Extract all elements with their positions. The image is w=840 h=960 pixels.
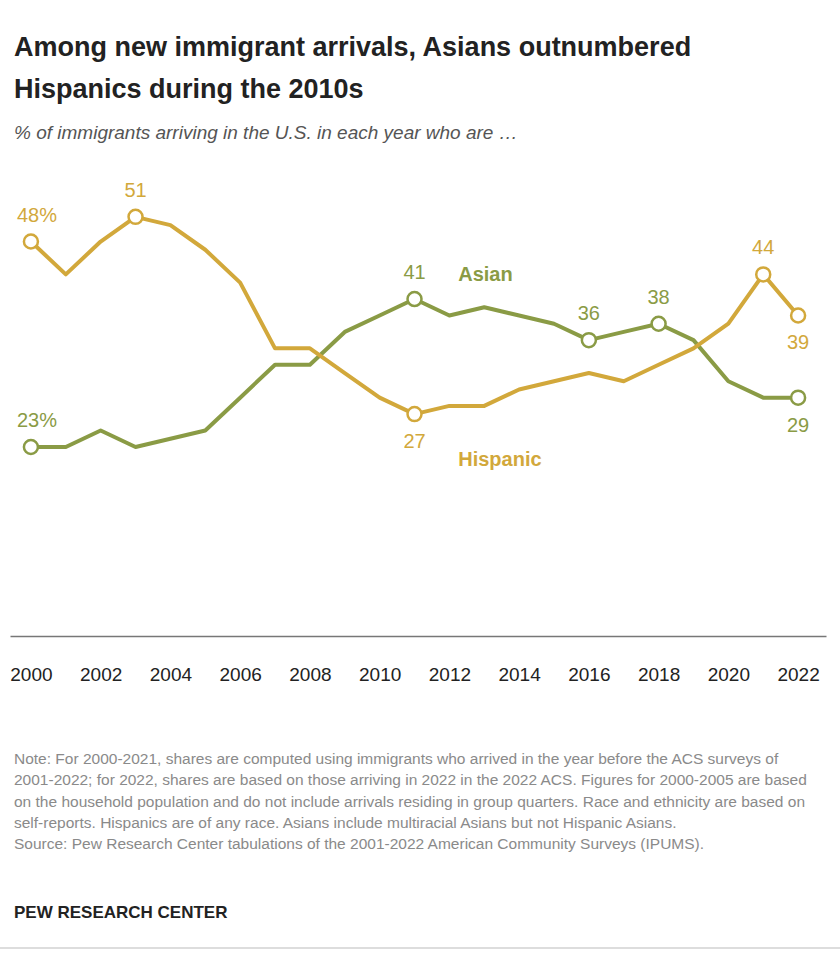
data-labels: 23% 41 36 38 29 48% 51 27 44 39	[17, 179, 809, 452]
x-tick-label: 2018	[638, 664, 680, 685]
marker	[791, 391, 805, 405]
data-label: 39	[787, 331, 809, 353]
marker	[791, 308, 805, 322]
subtitle: % of immigrants arriving in the U.S. in …	[14, 122, 518, 143]
x-axis: 2000 2002 2004 2006 2008 2010 2012 2014 2016 2018…	[10, 636, 826, 685]
x-tick-label: 2016	[568, 664, 610, 685]
note-line: Note: For 2000-2021, shares are computed…	[14, 750, 779, 767]
x-tick-label: 2008	[289, 664, 331, 685]
series-line	[31, 299, 798, 447]
marker	[408, 407, 422, 421]
x-tick: 2012	[429, 636, 471, 685]
x-tick-label: 2022	[777, 664, 819, 685]
x-tick: 2016	[568, 636, 610, 685]
marker	[24, 440, 38, 454]
x-tick-label: 2004	[150, 664, 193, 685]
plot-area	[24, 210, 805, 454]
x-tick: 2018	[638, 636, 680, 685]
source-line: Source: Pew Research Center tabulations …	[14, 835, 704, 852]
x-tick-label: 2010	[359, 664, 401, 685]
x-axis-line	[11, 636, 827, 638]
marker	[24, 235, 38, 249]
data-label: 36	[578, 302, 600, 324]
note-line: on the household population and do not i…	[14, 793, 805, 810]
x-tick: 2022	[777, 636, 819, 685]
x-tick: 2010	[359, 636, 401, 685]
series-label: Hispanic	[458, 448, 541, 470]
marker	[756, 267, 770, 281]
x-tick-label: 2014	[498, 664, 541, 685]
x-tick: 2004	[150, 636, 193, 685]
data-label: 41	[403, 261, 425, 283]
x-tick-label: 2006	[220, 664, 262, 685]
chart: Among new immigrant arrivals, Asians out…	[0, 0, 840, 960]
data-label: 38	[647, 286, 669, 308]
x-tick-label: 2000	[10, 664, 52, 685]
marker	[129, 210, 143, 224]
marker	[408, 292, 422, 306]
x-tick-label: 2020	[708, 664, 750, 685]
x-tick: 2002	[80, 636, 122, 685]
title-line: Among new immigrant arrivals, Asians out…	[14, 32, 691, 62]
x-tick: 2014	[498, 636, 541, 685]
data-label: 23%	[17, 409, 57, 431]
note-line: 2001-2022; for 2022, shares are based on…	[14, 771, 807, 788]
x-tick: 2006	[220, 636, 262, 685]
series-line	[31, 217, 798, 414]
note: Note: For 2000-2021, shares are computed…	[14, 750, 807, 831]
title: Among new immigrant arrivals, Asians out…	[14, 32, 691, 104]
data-label: 27	[403, 430, 425, 452]
x-tick: 2008	[289, 636, 331, 685]
title-line: Hispanics during the 2010s	[14, 74, 364, 104]
marker	[652, 317, 666, 331]
x-tick: 2020	[708, 636, 750, 685]
series-label: Asian	[458, 263, 512, 285]
data-label: 29	[787, 414, 809, 436]
data-label: 51	[124, 179, 146, 201]
data-label: 48%	[17, 204, 57, 226]
note-line: self-reports. Hispanics are of any race.…	[14, 814, 677, 831]
data-label: 44	[752, 236, 774, 258]
source: Source: Pew Research Center tabulations …	[14, 835, 704, 852]
credit: PEW RESEARCH CENTER	[14, 903, 227, 922]
x-tick-label: 2012	[429, 664, 471, 685]
rule	[0, 948, 840, 949]
marker	[582, 333, 596, 347]
x-tick: 2000	[10, 636, 52, 685]
x-tick-label: 2002	[80, 664, 122, 685]
